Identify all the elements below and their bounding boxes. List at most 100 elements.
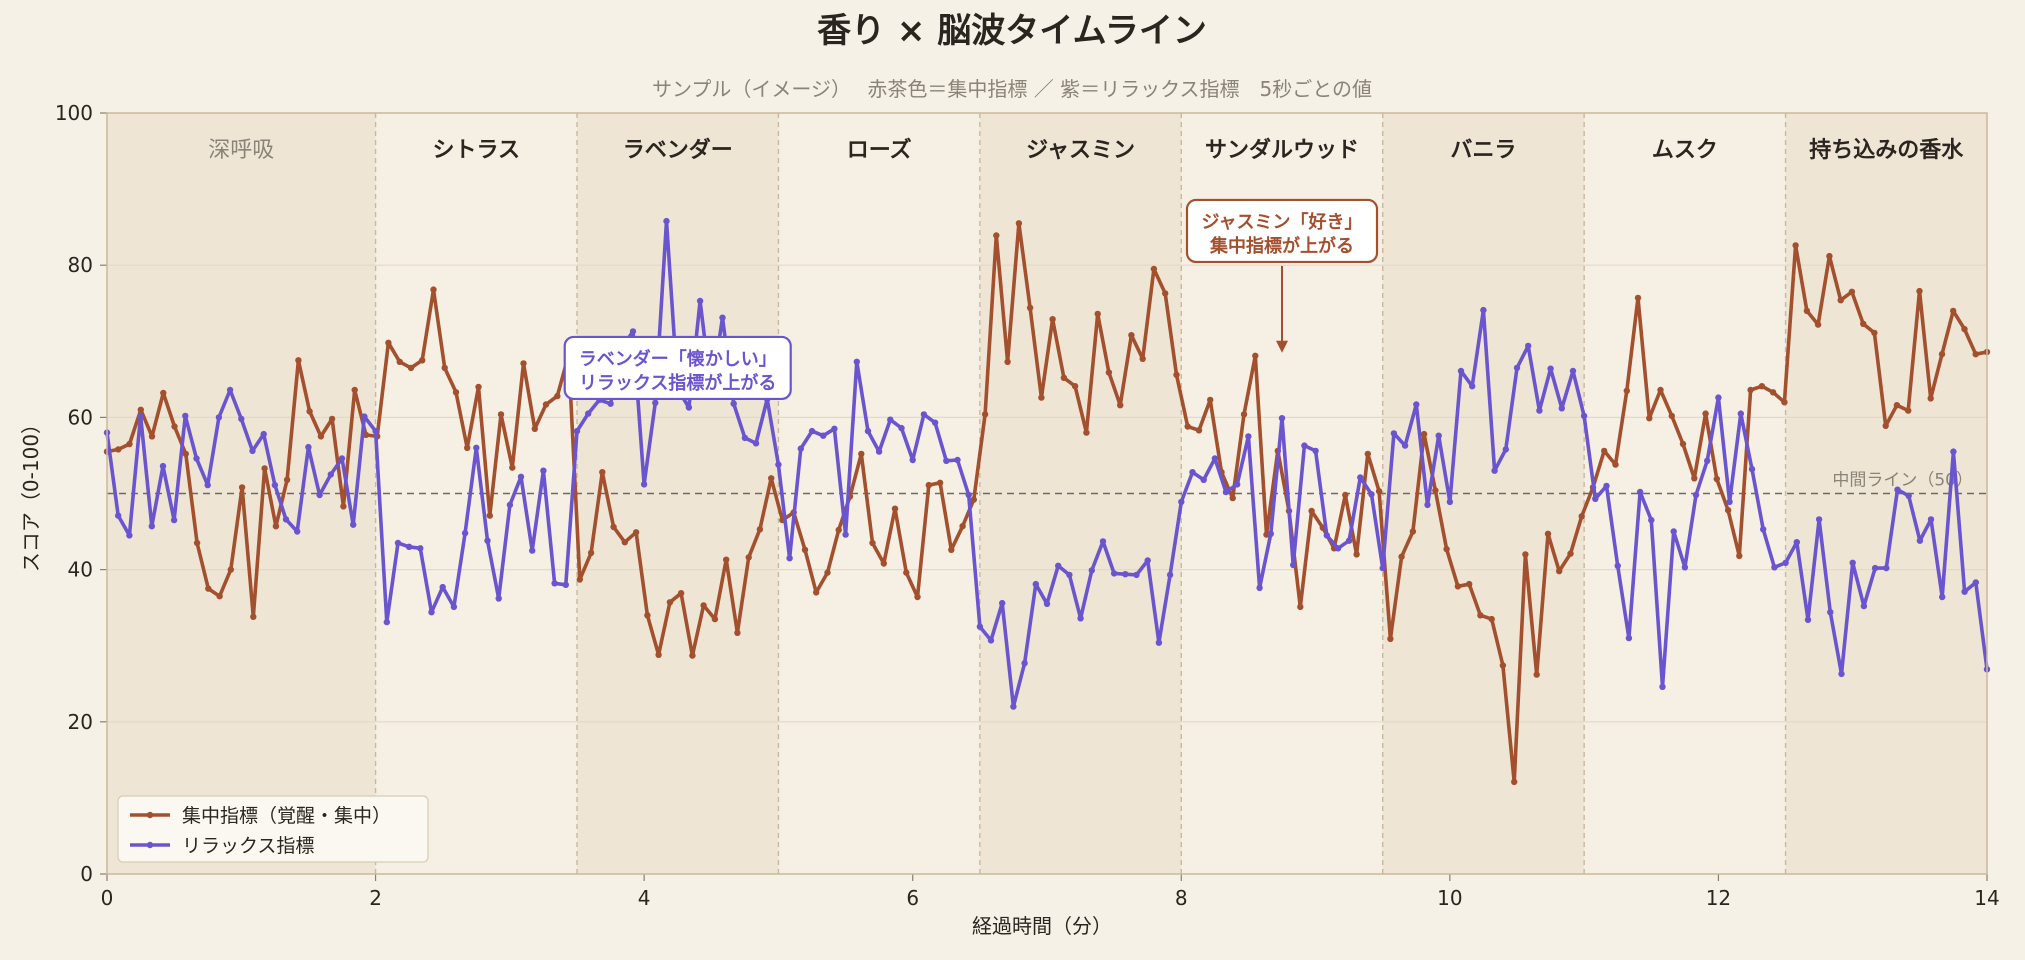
- data-point-relax: [1692, 491, 1700, 499]
- data-point-focus: [1240, 411, 1248, 418]
- data-point-relax: [461, 529, 469, 537]
- data-point-focus: [1026, 304, 1034, 311]
- data-point-focus: [115, 446, 122, 453]
- data-point-relax: [1133, 571, 1140, 579]
- data-point-relax: [1368, 491, 1375, 498]
- data-point-relax: [1066, 571, 1073, 579]
- data-point-focus: [407, 364, 415, 372]
- reference-line: 中間ライン（50）: [107, 471, 1987, 495]
- data-point-focus: [272, 523, 280, 530]
- data-point-focus: [1702, 410, 1709, 417]
- data-point-relax: [752, 440, 760, 447]
- data-point-focus: [205, 585, 212, 592]
- data-point-focus: [1466, 580, 1473, 588]
- data-point-relax: [327, 471, 334, 478]
- data-point-focus: [216, 593, 223, 600]
- data-point-relax: [484, 537, 491, 544]
- data-point-relax: [1312, 447, 1319, 455]
- data-point-relax: [1614, 562, 1621, 569]
- data-point-relax: [551, 580, 558, 587]
- data-point-focus: [1173, 371, 1180, 378]
- data-point-focus: [1814, 321, 1822, 328]
- data-point-focus: [824, 569, 831, 576]
- y-tick-label: 20: [68, 710, 93, 734]
- data-point-relax: [1435, 432, 1442, 439]
- legend-marker-relax: [146, 841, 154, 849]
- data-point-focus: [700, 602, 707, 609]
- data-point-focus: [1544, 530, 1552, 537]
- data-point-focus: [1893, 402, 1901, 409]
- data-point-focus: [576, 576, 583, 583]
- data-point-relax: [585, 410, 592, 417]
- data-point-relax: [1055, 562, 1062, 569]
- y-tick-label: 0: [80, 862, 93, 886]
- data-point-focus: [1443, 545, 1450, 553]
- legend-label-focus: 集中指標（覚醒・集中）: [182, 805, 391, 827]
- data-point-focus: [1454, 583, 1462, 590]
- data-point-focus: [486, 512, 493, 519]
- data-point-relax: [1547, 365, 1554, 372]
- data-point-relax: [193, 455, 200, 462]
- data-point-focus: [1342, 491, 1349, 499]
- segment-label: ジャスミン: [1026, 138, 1135, 163]
- data-point-focus: [1938, 351, 1946, 358]
- data-point-relax: [797, 445, 804, 452]
- data-point-focus: [936, 479, 944, 486]
- data-point-relax: [1189, 469, 1196, 476]
- data-point-focus: [250, 613, 257, 620]
- data-point-relax: [898, 424, 905, 432]
- segment-label: シトラス: [433, 138, 521, 163]
- data-point-focus: [1961, 325, 1968, 333]
- data-point-focus: [948, 546, 955, 553]
- data-point-focus: [351, 386, 358, 394]
- data-point-relax: [1592, 495, 1599, 502]
- data-point-relax: [1670, 528, 1677, 535]
- annotation-text: ラベンダー「懐かしい」: [579, 348, 777, 370]
- data-point-relax: [920, 411, 928, 418]
- annotation-arrowhead: [1276, 340, 1288, 353]
- data-point-relax: [1122, 571, 1129, 578]
- data-point-focus: [1724, 507, 1732, 514]
- data-point-focus: [880, 560, 887, 567]
- data-point-focus: [1769, 389, 1777, 396]
- data-point-focus: [520, 360, 527, 367]
- data-point-relax: [350, 521, 357, 528]
- data-point-relax: [1883, 564, 1890, 572]
- data-point-relax: [1648, 516, 1655, 524]
- data-point-relax: [495, 595, 502, 602]
- data-point-relax: [282, 516, 290, 523]
- x-tick-label: 0: [101, 886, 114, 910]
- data-point-relax: [1178, 498, 1185, 506]
- data-point-focus: [689, 652, 696, 659]
- data-point-focus: [306, 408, 313, 415]
- data-point-focus: [554, 392, 561, 400]
- annotation-text: リラックス指標が上がる: [579, 372, 776, 394]
- data-point-focus: [1837, 297, 1844, 304]
- data-point-focus: [1252, 352, 1259, 359]
- data-point-focus: [1679, 440, 1687, 448]
- data-point-focus: [1195, 427, 1203, 434]
- data-point-focus: [1668, 412, 1676, 420]
- data-point-focus: [1758, 383, 1766, 390]
- data-point-relax: [305, 443, 312, 451]
- data-point-relax: [1021, 660, 1028, 667]
- data-point-relax: [372, 427, 379, 435]
- data-point-focus: [137, 406, 144, 413]
- data-point-focus: [238, 484, 246, 491]
- data-point-focus: [1567, 550, 1574, 557]
- data-point-relax: [1032, 580, 1040, 588]
- data-point-focus: [666, 599, 674, 606]
- data-point-relax: [1390, 430, 1398, 437]
- data-point-relax: [215, 414, 223, 421]
- data-point-relax: [1110, 570, 1118, 577]
- data-point-focus: [959, 523, 966, 530]
- data-point-focus: [1927, 395, 1934, 402]
- annotation-text: ジャスミン「好き」: [1201, 211, 1362, 233]
- annotation-box: [563, 335, 792, 401]
- axes: 0 20 40 60 80 100 0 2 4 6 8 10 12 14: [55, 101, 2000, 910]
- data-point-focus: [1409, 528, 1417, 535]
- data-point-focus: [1871, 329, 1878, 337]
- data-point-focus: [295, 357, 302, 364]
- data-point-focus: [1375, 488, 1383, 495]
- data-point-relax: [562, 581, 569, 588]
